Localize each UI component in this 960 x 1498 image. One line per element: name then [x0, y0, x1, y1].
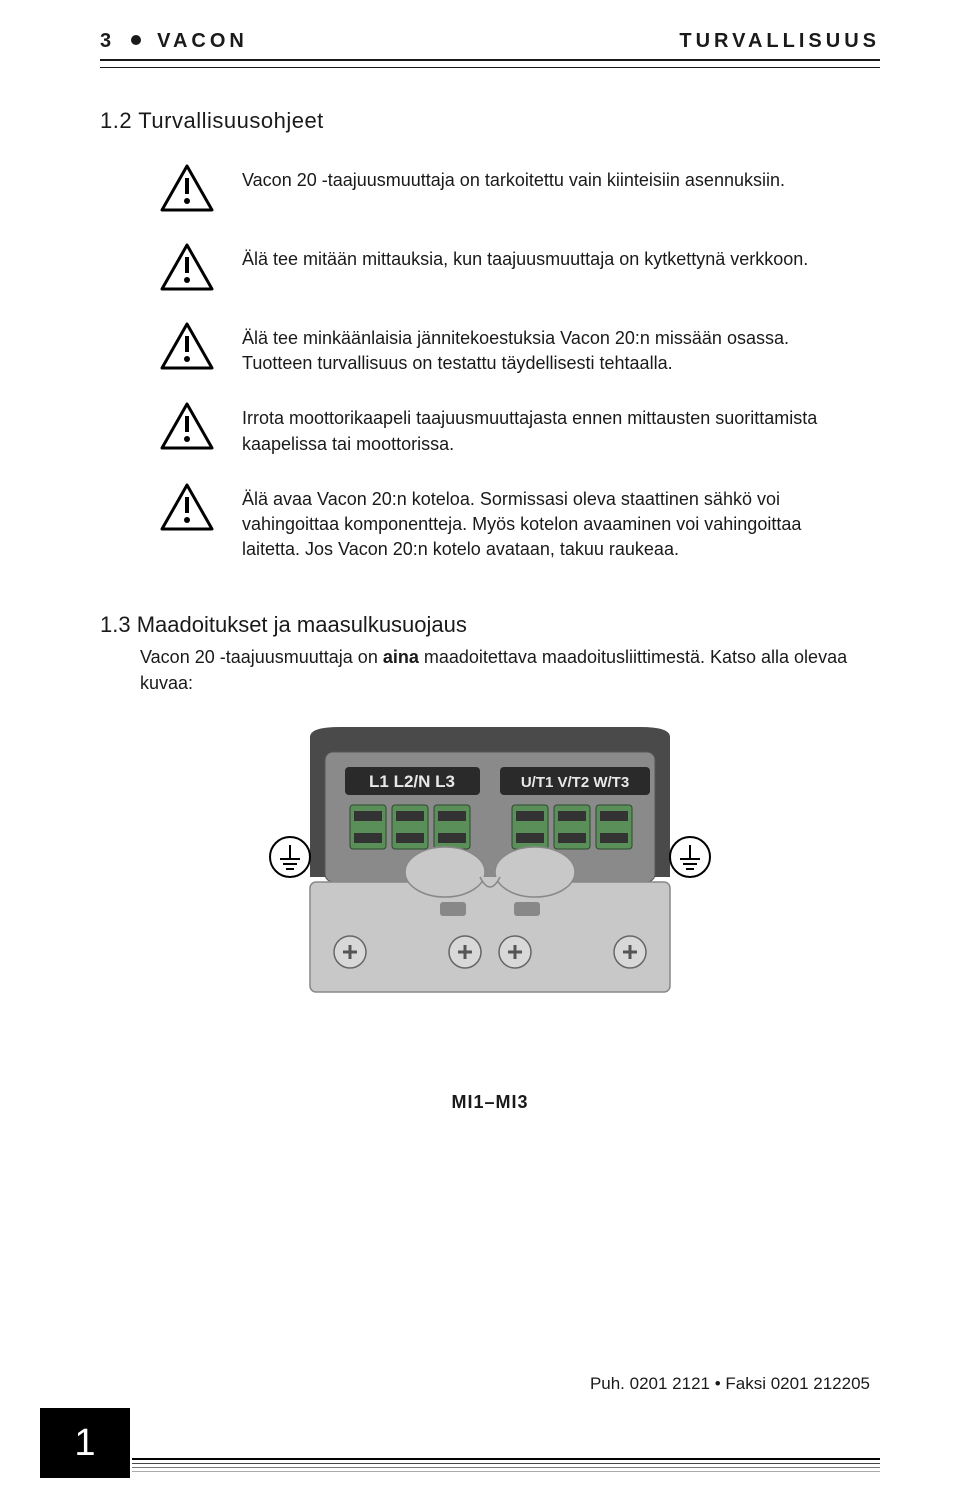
svg-text:L1 L2/N L3: L1 L2/N L3 — [369, 772, 455, 791]
device-illustration: L1 L2/N L3 U/T1 V/T2 W/T3 — [240, 727, 740, 1047]
warning-text: Irrota moottorikaapeli taajuusmuuttajast… — [242, 402, 860, 456]
figure: L1 L2/N L3 U/T1 V/T2 W/T3 MI1–MI3 — [100, 727, 880, 1113]
header-rule-thin — [100, 67, 880, 68]
section-heading: 1.2 Turvallisuusohjeet — [100, 108, 880, 134]
warning-icon — [160, 322, 214, 375]
chapter-tab: 1 — [40, 1408, 130, 1478]
svg-text:U/T1 V/T2 W/T3: U/T1 V/T2 W/T3 — [521, 774, 629, 791]
warning-item: Älä tee minkäänlaisia jännitekoestuksia … — [160, 322, 860, 376]
footer-rules — [130, 1408, 880, 1478]
warning-text: Älä tee mitään mittauksia, kun taajuusmu… — [242, 243, 808, 272]
warning-item: Vacon 20 -taajuusmuuttaja on tarkoitettu… — [160, 164, 860, 217]
header-rule-thick — [100, 59, 880, 65]
subsection-text-before: Vacon 20 -taajuusmuuttaja on — [140, 647, 383, 667]
warning-icon — [160, 243, 214, 296]
warning-icon — [160, 483, 214, 536]
brand-name: VACON — [157, 30, 248, 53]
warning-item: Irrota moottorikaapeli taajuusmuuttajast… — [160, 402, 860, 456]
bullet-icon — [131, 35, 141, 45]
subsection-heading: 1.3 Maadoitukset ja maasulkusuojaus — [100, 612, 880, 638]
warning-text: Älä tee minkäänlaisia jännitekoestuksia … — [242, 322, 860, 376]
warning-text: Vacon 20 -taajuusmuuttaja on tarkoitettu… — [242, 164, 785, 193]
warning-list: Vacon 20 -taajuusmuuttaja on tarkoitettu… — [160, 164, 860, 562]
header-section-title: TURVALLISUUS — [679, 30, 880, 53]
running-header: 3 VACON TURVALLISUUS — [100, 30, 880, 53]
warning-icon — [160, 164, 214, 217]
figure-caption: MI1–MI3 — [100, 1092, 880, 1113]
subsection-body: Vacon 20 -taajuusmuuttaja on aina maadoi… — [140, 644, 880, 696]
subsection-text-bold: aina — [383, 647, 419, 667]
warning-text: Älä avaa Vacon 20:n koteloa. Sormissasi … — [242, 483, 860, 563]
warning-item: Älä avaa Vacon 20:n koteloa. Sormissasi … — [160, 483, 860, 563]
page-footer: Puh. 0201 2121 • Faksi 0201 212205 1 — [0, 1374, 960, 1478]
warning-item: Älä tee mitään mittauksia, kun taajuusmu… — [160, 243, 860, 296]
footer-contact: Puh. 0201 2121 • Faksi 0201 212205 — [40, 1374, 880, 1394]
page-number: 3 — [100, 30, 115, 53]
warning-icon — [160, 402, 214, 455]
